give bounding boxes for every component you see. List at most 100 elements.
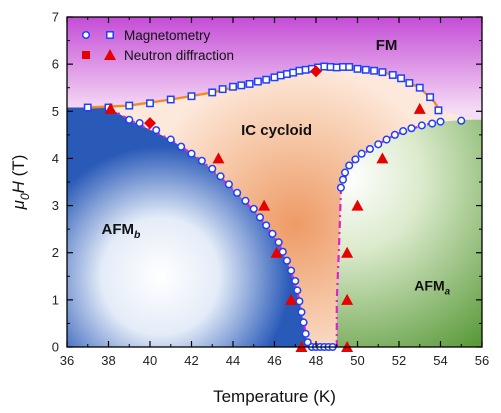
- data-point-circle-6: [197, 156, 206, 165]
- x-tick-label-56: 56: [475, 353, 489, 368]
- y-axis-title: μ0H (T): [9, 155, 32, 211]
- region-label-afmb: AFMb: [101, 221, 141, 241]
- afmb-region: [67, 107, 308, 347]
- data-point-square-4: [166, 95, 175, 104]
- x-axis-title: Temperature (K): [213, 387, 336, 406]
- x-tick-label-42: 42: [184, 353, 198, 368]
- y-tick-label-3: 3: [52, 198, 59, 213]
- data-point-circle-43: [399, 127, 408, 136]
- data-point-triangle-3: [270, 246, 283, 258]
- data-point-circle-33: [336, 183, 345, 192]
- data-point-circle-47: [436, 117, 445, 126]
- y-tick-label-0: 0: [52, 340, 59, 355]
- x-tick-label-36: 36: [60, 353, 74, 368]
- region-label-afma: AFMa: [414, 277, 450, 297]
- legend-marker-0-a: [81, 30, 91, 40]
- data-point-circle-19: [287, 266, 296, 275]
- data-point-circle-11: [241, 196, 250, 205]
- data-point-circle-5: [187, 149, 196, 158]
- data-point-square-16: [289, 68, 298, 77]
- data-point-circle-13: [255, 213, 265, 222]
- data-point-circle-42: [390, 130, 399, 139]
- data-point-circle-40: [374, 140, 383, 149]
- data-point-circle-2: [152, 126, 161, 135]
- data-point-square-6: [208, 88, 217, 97]
- data-point-square-11: [253, 77, 262, 86]
- data-point-square-0: [83, 103, 92, 112]
- data-point-circle-41: [382, 135, 391, 144]
- data-point-circle-20: [291, 276, 300, 286]
- data-point-circle-38: [357, 149, 366, 158]
- data-point-circle-35: [341, 168, 350, 177]
- y-tick-label-4: 4: [52, 151, 59, 166]
- data-point-triangle-11: [413, 102, 426, 114]
- data-point-circle-14: [262, 221, 271, 230]
- x-tick-label-52: 52: [392, 353, 406, 368]
- data-point-circle-24: [299, 318, 308, 327]
- data-point-square-27: [361, 65, 370, 74]
- data-point-square-7: [218, 85, 227, 94]
- data-point-square-29: [378, 68, 387, 77]
- y-tick-label-7: 7: [52, 10, 59, 25]
- data-point-square-30: [388, 71, 397, 79]
- x-tick-label-48: 48: [309, 353, 323, 368]
- y-tick-label-2: 2: [52, 245, 59, 260]
- data-point-circle-9: [224, 180, 233, 189]
- data-point-square-13: [270, 73, 279, 82]
- region-label-fm: FM: [376, 37, 398, 54]
- y-tick-label-5: 5: [52, 104, 59, 119]
- legend-marker-0-b: [106, 31, 114, 39]
- data-point-circle-17: [278, 247, 287, 256]
- data-point-square-28: [370, 66, 379, 75]
- data-point-square-35: [434, 106, 443, 115]
- data-point-circle-0: [125, 115, 134, 124]
- data-point-triangle-0: [104, 102, 117, 114]
- y-tick-label-1: 1: [52, 292, 59, 307]
- data-point-square-22: [326, 63, 335, 71]
- data-point-triangle-10: [376, 152, 389, 164]
- data-point-square-23: [332, 63, 341, 72]
- data-point-circle-18: [282, 256, 292, 265]
- data-point-circle-45: [417, 121, 426, 130]
- data-point-square-14: [276, 71, 285, 80]
- data-point-square-9: [237, 81, 246, 90]
- data-point-circle-1: [135, 119, 144, 128]
- data-point-square-15: [283, 70, 291, 78]
- data-point-diamond-0: [144, 117, 156, 130]
- data-point-triangle-7: [341, 293, 354, 305]
- data-point-circle-22: [295, 297, 304, 306]
- x-tick-label-38: 38: [101, 353, 115, 368]
- data-point-circle-4: [177, 142, 186, 151]
- data-point-circle-10: [233, 188, 242, 197]
- data-point-square-25: [345, 63, 354, 71]
- data-point-square-18: [301, 65, 310, 74]
- data-point-circle-46: [428, 119, 437, 128]
- data-point-square-24: [339, 63, 347, 71]
- data-point-square-33: [415, 83, 424, 92]
- afma-region: [336, 119, 482, 347]
- data-point-circle-7: [208, 164, 217, 173]
- data-point-square-8: [229, 82, 237, 91]
- data-point-circle-3: [166, 135, 175, 144]
- data-point-square-3: [146, 99, 154, 108]
- data-point-square-21: [320, 62, 329, 71]
- data-point-circle-16: [274, 238, 283, 247]
- data-point-triangle-1: [212, 152, 225, 164]
- data-point-square-17: [295, 66, 304, 75]
- x-tick-label-40: 40: [143, 353, 157, 368]
- data-point-circle-25: [301, 329, 310, 338]
- data-point-circle-15: [268, 229, 277, 238]
- data-point-circle-23: [297, 308, 306, 317]
- data-point-triangle-8: [341, 246, 354, 258]
- data-point-diamond-1: [310, 65, 322, 78]
- region-label-ic: IC cycloid: [241, 122, 312, 139]
- x-tick-label-50: 50: [350, 353, 364, 368]
- data-point-square-5: [187, 92, 196, 101]
- data-point-circle-36: [345, 161, 354, 170]
- data-point-circle-12: [249, 204, 258, 213]
- x-tick-label-44: 44: [226, 353, 240, 368]
- legend-marker-1-b: [104, 49, 116, 60]
- data-point-square-32: [405, 79, 414, 87]
